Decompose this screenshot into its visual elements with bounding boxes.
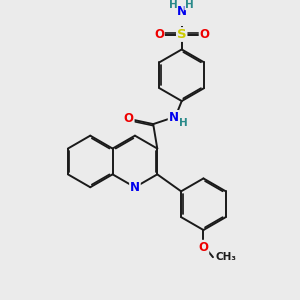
Text: O: O [198, 241, 208, 254]
Text: S: S [177, 28, 187, 41]
Text: N: N [169, 111, 178, 124]
Text: H: H [185, 0, 194, 10]
Text: N: N [130, 181, 140, 194]
Text: O: O [124, 112, 134, 125]
Text: O: O [154, 28, 164, 41]
Text: H: H [179, 118, 188, 128]
Text: CH₃: CH₃ [215, 252, 236, 262]
Text: H: H [169, 0, 177, 10]
Text: N: N [177, 5, 187, 19]
Text: O: O [200, 28, 209, 41]
